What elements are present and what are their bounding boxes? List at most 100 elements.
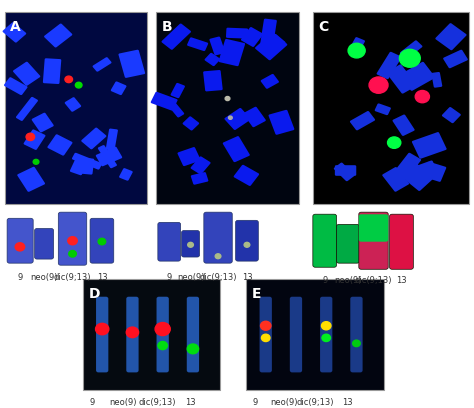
FancyBboxPatch shape [443,50,468,68]
Circle shape [369,77,388,93]
Text: 13: 13 [97,273,107,282]
Text: B: B [162,20,173,33]
FancyBboxPatch shape [241,27,263,47]
FancyBboxPatch shape [210,37,225,55]
FancyBboxPatch shape [111,82,127,95]
FancyBboxPatch shape [350,111,375,131]
Text: dic(9;13): dic(9;13) [138,398,176,407]
FancyBboxPatch shape [376,52,401,79]
Circle shape [388,137,401,149]
Circle shape [75,82,82,88]
Circle shape [69,251,76,257]
Text: dic(9;13): dic(9;13) [54,273,91,282]
FancyBboxPatch shape [126,297,138,373]
Circle shape [321,322,331,330]
FancyBboxPatch shape [17,167,45,192]
Circle shape [261,321,271,330]
FancyBboxPatch shape [177,147,201,166]
FancyBboxPatch shape [359,212,388,269]
FancyBboxPatch shape [260,297,272,373]
FancyBboxPatch shape [223,136,250,162]
FancyBboxPatch shape [401,163,434,191]
FancyBboxPatch shape [64,97,81,112]
FancyBboxPatch shape [118,50,145,78]
FancyBboxPatch shape [335,165,356,176]
FancyBboxPatch shape [168,102,184,118]
FancyBboxPatch shape [171,83,185,98]
Text: A: A [10,20,21,33]
FancyBboxPatch shape [203,70,223,91]
Circle shape [155,322,170,335]
FancyBboxPatch shape [90,218,114,263]
FancyBboxPatch shape [2,22,26,43]
FancyBboxPatch shape [320,297,332,373]
FancyBboxPatch shape [442,107,461,123]
FancyBboxPatch shape [412,132,447,159]
FancyBboxPatch shape [182,231,200,257]
FancyBboxPatch shape [431,72,442,88]
FancyBboxPatch shape [313,12,469,204]
Circle shape [33,160,39,164]
FancyBboxPatch shape [7,218,33,263]
FancyBboxPatch shape [261,74,279,89]
FancyBboxPatch shape [92,57,111,72]
Text: E: E [252,287,262,301]
FancyBboxPatch shape [393,153,421,180]
Text: 13: 13 [342,398,352,407]
FancyBboxPatch shape [187,297,199,373]
FancyBboxPatch shape [337,224,359,263]
FancyBboxPatch shape [234,165,259,186]
Circle shape [215,254,221,259]
FancyBboxPatch shape [243,106,266,127]
FancyBboxPatch shape [119,168,133,181]
FancyBboxPatch shape [236,220,258,261]
Circle shape [187,344,199,354]
Circle shape [126,327,138,338]
Circle shape [348,43,365,58]
FancyBboxPatch shape [182,116,199,131]
FancyBboxPatch shape [191,172,209,185]
FancyBboxPatch shape [24,129,46,150]
Circle shape [158,341,167,350]
Text: neo(9): neo(9) [109,398,137,407]
Text: neo(9): neo(9) [177,273,204,282]
Text: D: D [89,287,100,301]
FancyBboxPatch shape [81,158,94,175]
FancyBboxPatch shape [5,12,147,204]
Circle shape [68,237,77,245]
FancyBboxPatch shape [35,228,54,259]
FancyBboxPatch shape [106,129,118,151]
FancyBboxPatch shape [290,297,302,373]
Text: 9: 9 [252,398,258,407]
FancyBboxPatch shape [224,108,251,130]
FancyBboxPatch shape [386,64,417,94]
FancyBboxPatch shape [435,23,466,50]
Text: neo(9): neo(9) [271,398,298,407]
Text: neo(9): neo(9) [334,276,362,285]
FancyBboxPatch shape [255,32,287,60]
FancyBboxPatch shape [44,24,73,48]
Circle shape [322,334,330,341]
Circle shape [188,242,193,247]
FancyBboxPatch shape [158,222,181,261]
FancyBboxPatch shape [16,97,38,121]
Text: neo(9): neo(9) [30,273,58,282]
FancyBboxPatch shape [219,39,245,66]
FancyBboxPatch shape [334,162,355,181]
FancyBboxPatch shape [382,167,409,192]
FancyBboxPatch shape [81,128,107,149]
Text: dic(9;13): dic(9;13) [199,273,237,282]
Text: 13: 13 [396,276,407,285]
FancyBboxPatch shape [422,162,447,182]
FancyBboxPatch shape [374,103,391,115]
FancyBboxPatch shape [204,212,232,263]
FancyBboxPatch shape [98,145,117,168]
FancyBboxPatch shape [47,134,73,155]
FancyBboxPatch shape [313,214,337,267]
FancyBboxPatch shape [350,37,365,51]
FancyBboxPatch shape [268,110,294,135]
FancyBboxPatch shape [83,279,220,390]
Text: dic(9;13): dic(9;13) [297,398,335,407]
Circle shape [353,340,360,347]
FancyBboxPatch shape [191,156,210,175]
